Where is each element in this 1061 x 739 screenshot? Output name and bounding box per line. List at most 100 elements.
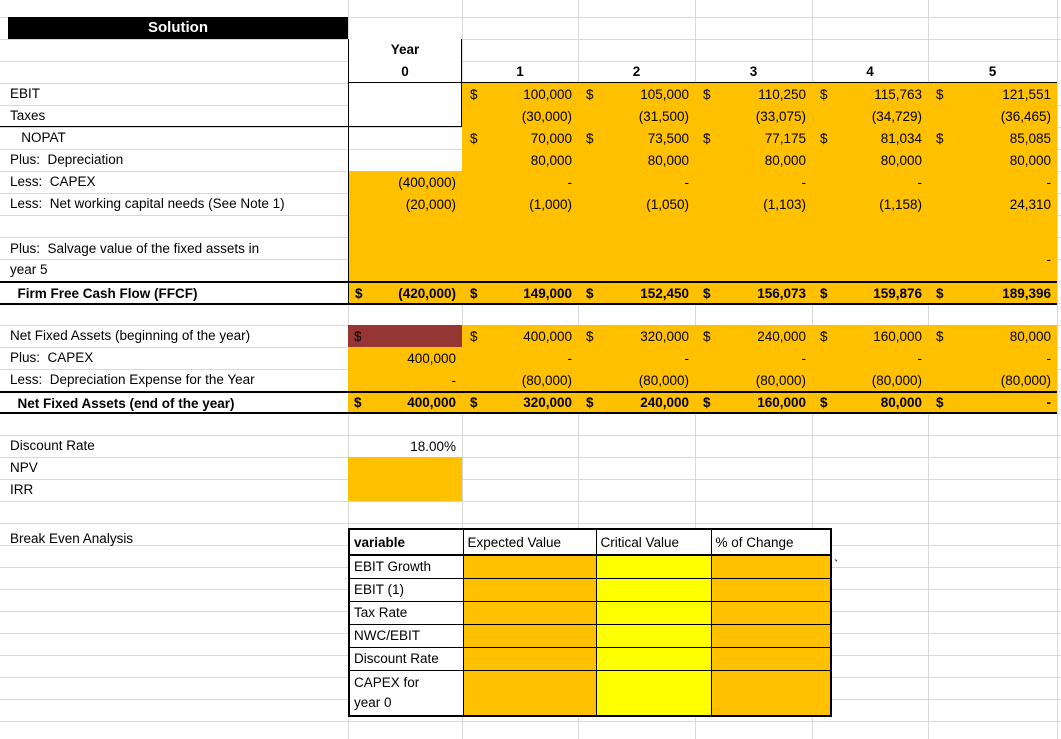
be-change-cell[interactable] xyxy=(710,646,832,671)
cell[interactable]: (80,000) xyxy=(578,369,695,391)
cell[interactable]: (34,729) xyxy=(812,105,928,127)
cell[interactable]: 80,000 xyxy=(812,149,928,171)
cell[interactable] xyxy=(348,149,462,171)
cell[interactable] xyxy=(578,457,695,479)
cell[interactable]: $80,000 xyxy=(812,393,928,412)
cell[interactable] xyxy=(695,237,812,281)
be-expected-cell[interactable] xyxy=(462,577,597,602)
cell[interactable] xyxy=(0,39,348,61)
cell[interactable]: (36,465) xyxy=(928,105,1057,127)
cell[interactable]: (30,000) xyxy=(462,105,578,127)
cell[interactable]: 80,000 xyxy=(462,149,578,171)
be-critical-cell[interactable] xyxy=(595,554,712,579)
be-header-expected-value[interactable]: Expected Value xyxy=(462,528,597,556)
cell[interactable]: - xyxy=(462,171,578,193)
row-label[interactable]: Plus: Depreciation xyxy=(10,152,124,167)
be-variable[interactable]: EBIT (1) xyxy=(348,577,464,602)
cell[interactable]: - xyxy=(812,171,928,193)
cell[interactable] xyxy=(928,215,1057,237)
cell[interactable] xyxy=(928,435,1057,457)
cell[interactable]: 80,000 xyxy=(695,149,812,171)
cell[interactable]: (33,075) xyxy=(695,105,812,127)
cell[interactable]: - xyxy=(928,237,1057,281)
cell[interactable] xyxy=(928,39,1057,61)
cell[interactable]: $156,073 xyxy=(695,283,812,303)
cell[interactable]: (1,050) xyxy=(578,193,695,215)
cell[interactable]: $77,175 xyxy=(695,127,812,149)
cell[interactable]: $159,876 xyxy=(812,283,928,303)
cell[interactable] xyxy=(462,479,578,501)
cell[interactable]: (80,000) xyxy=(695,369,812,391)
be-header-pct-change[interactable]: % of Change xyxy=(710,528,832,556)
cell[interactable] xyxy=(695,39,812,61)
cell[interactable]: 400,000 xyxy=(348,347,462,369)
be-critical-cell[interactable] xyxy=(595,646,712,671)
year-col-2[interactable]: 2 xyxy=(578,61,695,83)
cell[interactable] xyxy=(578,435,695,457)
cell[interactable]: $ - xyxy=(928,393,1057,412)
discount-rate-cell[interactable]: 18.00% xyxy=(410,438,456,454)
cell[interactable] xyxy=(578,479,695,501)
cell[interactable] xyxy=(812,479,928,501)
row-label[interactable]: Discount Rate xyxy=(10,438,95,453)
break-even-section-label[interactable]: Break Even Analysis xyxy=(10,531,134,546)
cell[interactable]: - xyxy=(462,347,578,369)
cell[interactable] xyxy=(462,457,578,479)
irr-value-cell[interactable] xyxy=(348,479,462,501)
cell[interactable] xyxy=(348,237,462,281)
cell[interactable]: $149,000 xyxy=(462,283,578,303)
cell[interactable]: $110,250 xyxy=(695,83,812,105)
cell[interactable]: $73,500 xyxy=(578,127,695,149)
cell[interactable]: (20,000) xyxy=(348,193,462,215)
row-label[interactable]: Net Fixed Assets (beginning of the year) xyxy=(10,328,251,343)
cell[interactable]: $105,000 xyxy=(578,83,695,105)
be-critical-cell[interactable] xyxy=(595,623,712,648)
row-label[interactable]: Taxes xyxy=(0,105,348,127)
cell[interactable]: 80,000 xyxy=(928,149,1057,171)
be-expected-cell[interactable] xyxy=(462,623,597,648)
row-label[interactable]: Net Fixed Assets (end of the year) xyxy=(10,396,235,411)
be-change-cell[interactable] xyxy=(710,577,832,602)
cell[interactable] xyxy=(348,105,462,127)
cell[interactable]: $80,000 xyxy=(928,325,1057,347)
cell[interactable] xyxy=(348,127,462,149)
cell[interactable]: $189,396 xyxy=(928,283,1057,303)
cell[interactable]: - xyxy=(348,369,462,391)
be-change-cell[interactable] xyxy=(710,623,832,648)
be-variable[interactable]: Tax Rate xyxy=(348,600,464,625)
cell[interactable]: $100,000 xyxy=(462,83,578,105)
cell[interactable]: $240,000 xyxy=(578,393,695,412)
be-change-cell[interactable] xyxy=(710,669,832,717)
be-header-variable[interactable]: variable xyxy=(348,528,464,556)
be-variable[interactable]: CAPEX for year 0 xyxy=(348,669,464,717)
npv-value-cell[interactable] xyxy=(348,457,462,479)
cell[interactable] xyxy=(578,215,695,237)
year-col-0[interactable]: 0 xyxy=(348,61,462,83)
cell[interactable]: $115,763 xyxy=(812,83,928,105)
row-label[interactable] xyxy=(0,215,348,237)
row-label[interactable]: IRR xyxy=(10,482,34,497)
year-col-4[interactable]: 4 xyxy=(812,61,928,83)
be-expected-cell[interactable] xyxy=(462,646,597,671)
cell[interactable]: (80,000) xyxy=(928,369,1057,391)
cell[interactable] xyxy=(695,215,812,237)
cell[interactable]: - xyxy=(695,171,812,193)
cell[interactable] xyxy=(812,39,928,61)
cell[interactable] xyxy=(578,39,695,61)
cell[interactable] xyxy=(0,61,348,83)
row-label[interactable]: Less: Depreciation Expense for the Year xyxy=(10,372,255,387)
cell[interactable]: $81,034 xyxy=(812,127,928,149)
year-col-1[interactable]: 1 xyxy=(462,61,578,83)
cell[interactable]: - xyxy=(695,347,812,369)
cell[interactable]: (31,500) xyxy=(578,105,695,127)
cell[interactable] xyxy=(695,457,812,479)
solution-header-cell[interactable]: Solution xyxy=(8,17,348,39)
cell[interactable]: $121,551 xyxy=(928,83,1057,105)
row-label[interactable]: NPV xyxy=(10,460,38,475)
cell[interactable]: $320,000 xyxy=(578,325,695,347)
cell[interactable]: $ (420,000) xyxy=(348,283,462,303)
cell[interactable]: - xyxy=(578,347,695,369)
cell[interactable]: (400,000) xyxy=(348,171,462,193)
cell[interactable]: $152,450 xyxy=(578,283,695,303)
be-header-critical-value[interactable]: Critical Value xyxy=(595,528,712,556)
